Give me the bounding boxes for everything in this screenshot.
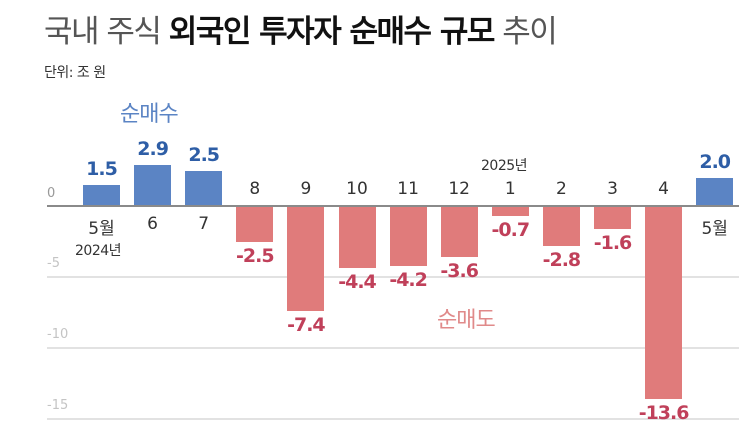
bar-value-label: -7.4 bbox=[287, 314, 326, 337]
y-tick-minus-10: -10 bbox=[47, 327, 69, 342]
bar-value-label: -2.5 bbox=[236, 244, 275, 267]
legend-net-sell: 순매도 bbox=[437, 308, 496, 333]
bar-value-label: -4.2 bbox=[389, 268, 428, 291]
title-main: 외국인 투자자 순매수 규모 bbox=[168, 14, 496, 50]
y-tick-0: 0 bbox=[47, 186, 56, 201]
bar-value-label: -2.8 bbox=[542, 248, 582, 271]
bar-value-label: -1.6 bbox=[593, 231, 633, 254]
year-label-2025: 2025년 bbox=[481, 158, 528, 174]
title-suffix: 추이 bbox=[493, 14, 558, 50]
title-prefix: 국내 주식 bbox=[44, 14, 169, 50]
month-label: 7 bbox=[198, 214, 210, 234]
gridline-minus-15 bbox=[47, 418, 739, 420]
bar-value-label: 1.5 bbox=[86, 157, 118, 180]
bar bbox=[338, 206, 376, 269]
gridline-minus-5 bbox=[47, 276, 739, 278]
legend-net-buy: 순매수 bbox=[120, 102, 179, 127]
month-label: 5월 bbox=[88, 219, 115, 239]
bar-value-label: -3.6 bbox=[440, 260, 479, 283]
month-label: 11 bbox=[397, 179, 419, 199]
month-label: 8 bbox=[249, 179, 261, 199]
bar-value-label: 2.0 bbox=[699, 150, 731, 173]
bar-value-label: 2.5 bbox=[188, 143, 220, 166]
bar bbox=[440, 206, 478, 258]
bar bbox=[236, 206, 274, 242]
bar bbox=[594, 206, 631, 229]
bar bbox=[389, 206, 427, 266]
month-label: 12 bbox=[448, 179, 470, 199]
bar-value-label: -4.4 bbox=[338, 271, 377, 294]
bar bbox=[134, 164, 172, 206]
y-tick-minus-5: -5 bbox=[47, 256, 60, 271]
month-label: 3 bbox=[607, 179, 618, 199]
month-label: 1 bbox=[504, 179, 516, 199]
bar-value-label: -0.7 bbox=[491, 218, 531, 241]
bar bbox=[645, 206, 683, 400]
zero-axis bbox=[47, 205, 739, 207]
month-label: 2 bbox=[555, 179, 567, 199]
bar-value-label: 2.9 bbox=[137, 137, 169, 160]
bar bbox=[696, 177, 734, 206]
year-label-2024: 2024년 bbox=[75, 243, 122, 259]
bar bbox=[83, 184, 120, 206]
gridline-minus-10 bbox=[47, 347, 739, 349]
month-label: 5월 bbox=[701, 219, 728, 239]
month-label: 9 bbox=[300, 179, 312, 199]
y-tick-minus-15: -15 bbox=[47, 398, 69, 413]
month-label: 4 bbox=[658, 179, 669, 199]
bar bbox=[287, 206, 325, 312]
bar bbox=[185, 170, 223, 206]
month-label: 10 bbox=[346, 179, 368, 199]
chart-title: 국내 주식 외국인 투자자 순매수 규모 추이 bbox=[44, 14, 558, 50]
bar bbox=[542, 206, 580, 246]
bar-value-label: -13.6 bbox=[638, 402, 690, 425]
unit-label: 단위: 조 원 bbox=[44, 65, 106, 81]
bar bbox=[491, 206, 529, 216]
month-label: 6 bbox=[147, 214, 158, 234]
